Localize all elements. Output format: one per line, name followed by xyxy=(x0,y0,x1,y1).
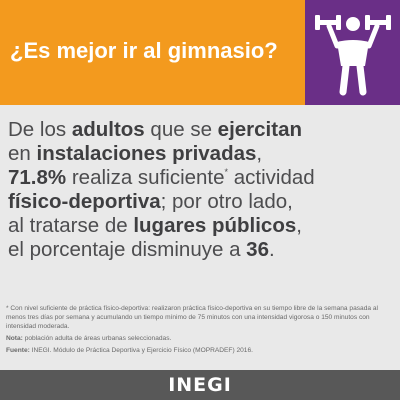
emphasis-public-places: lugares públicos xyxy=(133,214,297,237)
footnote: * Con nivel suficiente de práctica físic… xyxy=(6,305,379,330)
icon-panel xyxy=(305,0,400,105)
footnote-marker: * xyxy=(224,167,229,177)
header-banner: ¿Es mejor ir al gimnasio? xyxy=(0,0,400,105)
notes-section: * Con nivel suficiente de práctica físic… xyxy=(6,304,396,355)
title-panel: ¿Es mejor ir al gimnasio? xyxy=(0,0,305,105)
emphasis-exercise: ejercitan xyxy=(217,118,302,141)
weightlifter-icon xyxy=(315,15,391,96)
inegi-logo: INEGI xyxy=(168,374,232,396)
note-line: Nota: población adulta de áreas urbanas … xyxy=(6,335,172,342)
percentage-private: 71.8% xyxy=(8,166,67,189)
main-statement: De los adultos que se ejercitan en insta… xyxy=(8,118,315,261)
source-line: Fuente: INEGI. Módulo de Práctica Deport… xyxy=(6,347,253,354)
page-title: ¿Es mejor ir al gimnasio? xyxy=(10,38,278,63)
emphasis-adults: adultos xyxy=(71,118,145,141)
footer-bar: INEGI xyxy=(0,370,400,400)
emphasis-private-facilities: instalaciones privadas xyxy=(36,142,257,165)
emphasis-physical-activity: físico-deportiva xyxy=(8,190,161,213)
percentage-public: 36 xyxy=(246,238,269,261)
